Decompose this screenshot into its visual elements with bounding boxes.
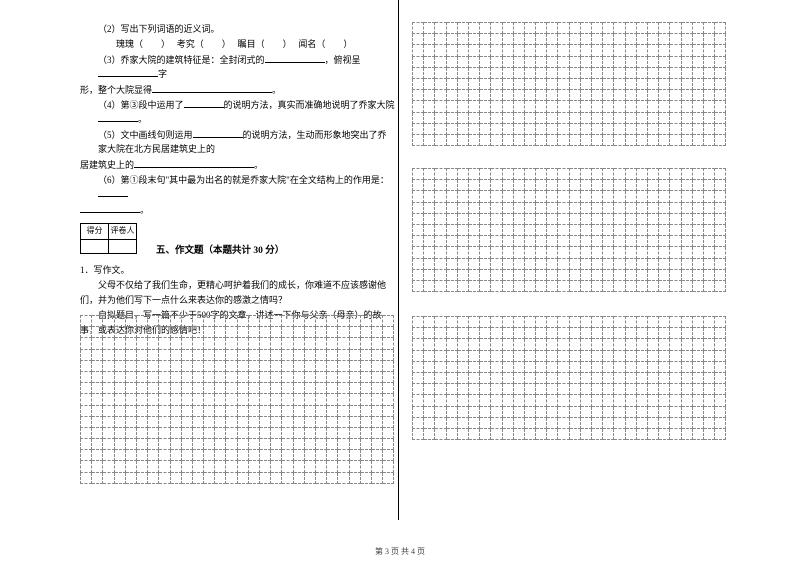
q4-a: （4）第③段中运用了: [98, 100, 184, 110]
q5-c: 。: [254, 160, 263, 170]
blank[interactable]: [98, 187, 128, 197]
blank[interactable]: [80, 203, 140, 213]
q6-b: 。: [140, 205, 149, 215]
q5-line: （5）文中画线句则运用的说明方法，生动而形象地突出了乔家大院在北方民居建筑史上的: [80, 128, 395, 157]
q3-b: ，俯视呈: [325, 55, 361, 65]
q3-e: 。: [272, 85, 281, 95]
word-3: 瞩目（ ）: [238, 39, 288, 49]
writing-grid-right-2[interactable]: [412, 168, 726, 292]
left-column: （2）写出下列词语的近义词。 瑰瑰（ ） 考究（ ） 瞩目（ ） 闻名（ ） （…: [80, 22, 395, 338]
blank[interactable]: [265, 53, 325, 63]
blank[interactable]: [134, 158, 254, 168]
score-h1: 得分: [81, 224, 109, 240]
word-1: 瑰瑰（ ）: [116, 39, 166, 49]
writing-grid-right-3[interactable]: [412, 316, 726, 440]
essay-p1: 父母不仅给了我们生命，更精心呵护着我们的成长，你难道不应该感谢他们，并为他们写下…: [80, 278, 395, 307]
q2-label: （2）写出下列词语的近义词。: [80, 22, 395, 36]
q4-c: 。: [138, 114, 147, 124]
section-5-title: 五、作文题（本题共计 30 分）: [80, 244, 395, 259]
blank[interactable]: [98, 67, 158, 77]
word-2: 考究（ ）: [177, 39, 227, 49]
q6-line2: 。: [80, 203, 395, 217]
q6-line: （6）第①段末句"其中最为出名的就是乔家大院"在全文结构上的作用是：: [80, 173, 395, 202]
q3-line: （3）乔家大院的建筑特征是：全封闭式的 ，俯视呈字: [80, 53, 395, 82]
q3-d: 形，整个大院显得: [80, 85, 152, 95]
blank[interactable]: [184, 98, 224, 108]
q5-pre: 居建筑史上的: [80, 160, 134, 170]
blank[interactable]: [152, 83, 272, 93]
score-h2: 评卷人: [109, 224, 137, 240]
column-divider: [398, 0, 399, 520]
writing-grid-left-bottom[interactable]: [80, 315, 394, 484]
q2-words: 瑰瑰（ ） 考究（ ） 瞩目（ ） 闻名（ ）: [80, 37, 395, 51]
q3-a: （3）乔家大院的建筑特征是：全封闭式的: [98, 55, 265, 65]
q3-line2: 形，整个大院显得 。: [80, 83, 395, 97]
blank[interactable]: [98, 112, 138, 122]
q4-line: （4）第③段中运用了 的说明方法，真实而准确地说明了乔家大院。: [80, 98, 395, 127]
blank[interactable]: [193, 128, 243, 138]
q4-b: 的说明方法，真实而准确地说明了乔家大院: [224, 100, 395, 110]
writing-grid-right-1[interactable]: [412, 22, 726, 146]
q5-a: （5）文中画线句则运用: [98, 130, 193, 140]
q5-line2: 居建筑史上的 。: [80, 158, 395, 172]
page-footer: 第 3 页 共 4 页: [0, 546, 800, 559]
essay-num: 1．写作文。: [80, 263, 395, 277]
q6-a: （6）第①段末句"其中最为出名的就是乔家大院"在全文结构上的作用是：: [98, 175, 389, 185]
word-4: 闻名（ ）: [298, 39, 352, 49]
q3-c: 字: [158, 69, 167, 79]
